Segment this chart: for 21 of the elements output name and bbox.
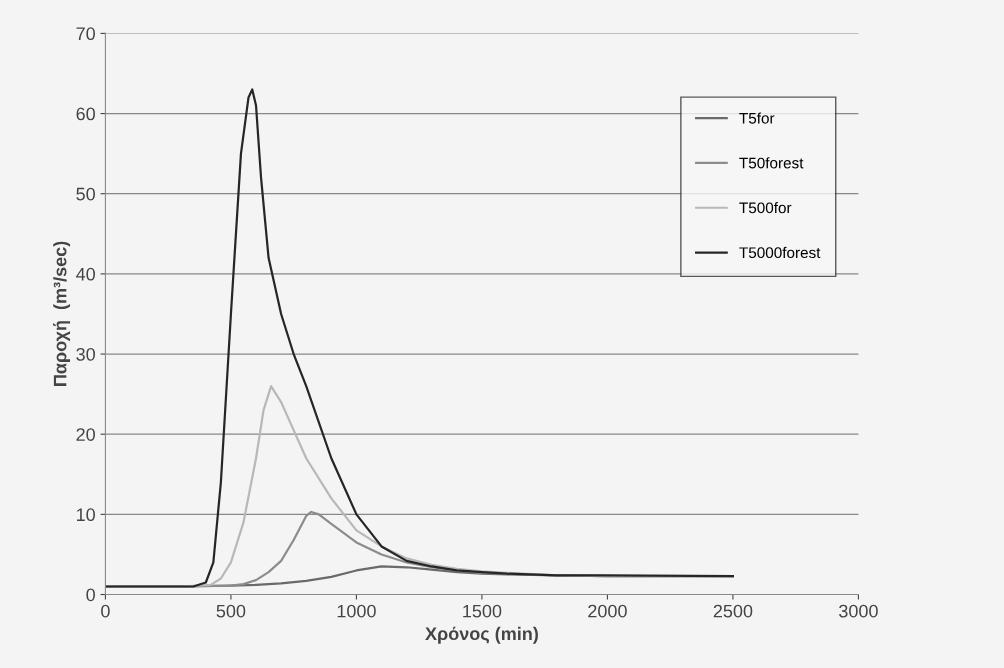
x-tick-label: 1500 — [463, 604, 502, 618]
legend-label: T5for — [739, 112, 775, 124]
legend-label: T500for — [739, 202, 792, 214]
y-tick-label: 20 — [76, 428, 95, 441]
y-tick-label: 70 — [76, 27, 95, 41]
y-axis-title: Παροχή (m³/sec) — [53, 241, 71, 386]
legend-label: T50forest — [739, 157, 804, 169]
x-axis-title: Χρόνος (min) — [425, 626, 538, 644]
y-tick-label: 50 — [76, 187, 95, 201]
y-tick-label: 30 — [76, 347, 95, 361]
y-tick-label: 40 — [76, 267, 95, 281]
legend-label: T5000forest — [739, 246, 821, 259]
y-tick-label: 60 — [76, 107, 95, 121]
x-tick-label: 2000 — [588, 604, 627, 618]
x-tick-label: 500 — [216, 604, 246, 618]
x-tick-label: 2500 — [713, 604, 753, 618]
x-tick-label: 0 — [101, 604, 110, 618]
x-tick-label: 1000 — [337, 604, 376, 618]
y-tick-label: 10 — [76, 508, 95, 522]
y-tick-label: 0 — [86, 588, 95, 602]
x-tick-label: 3000 — [839, 604, 878, 618]
